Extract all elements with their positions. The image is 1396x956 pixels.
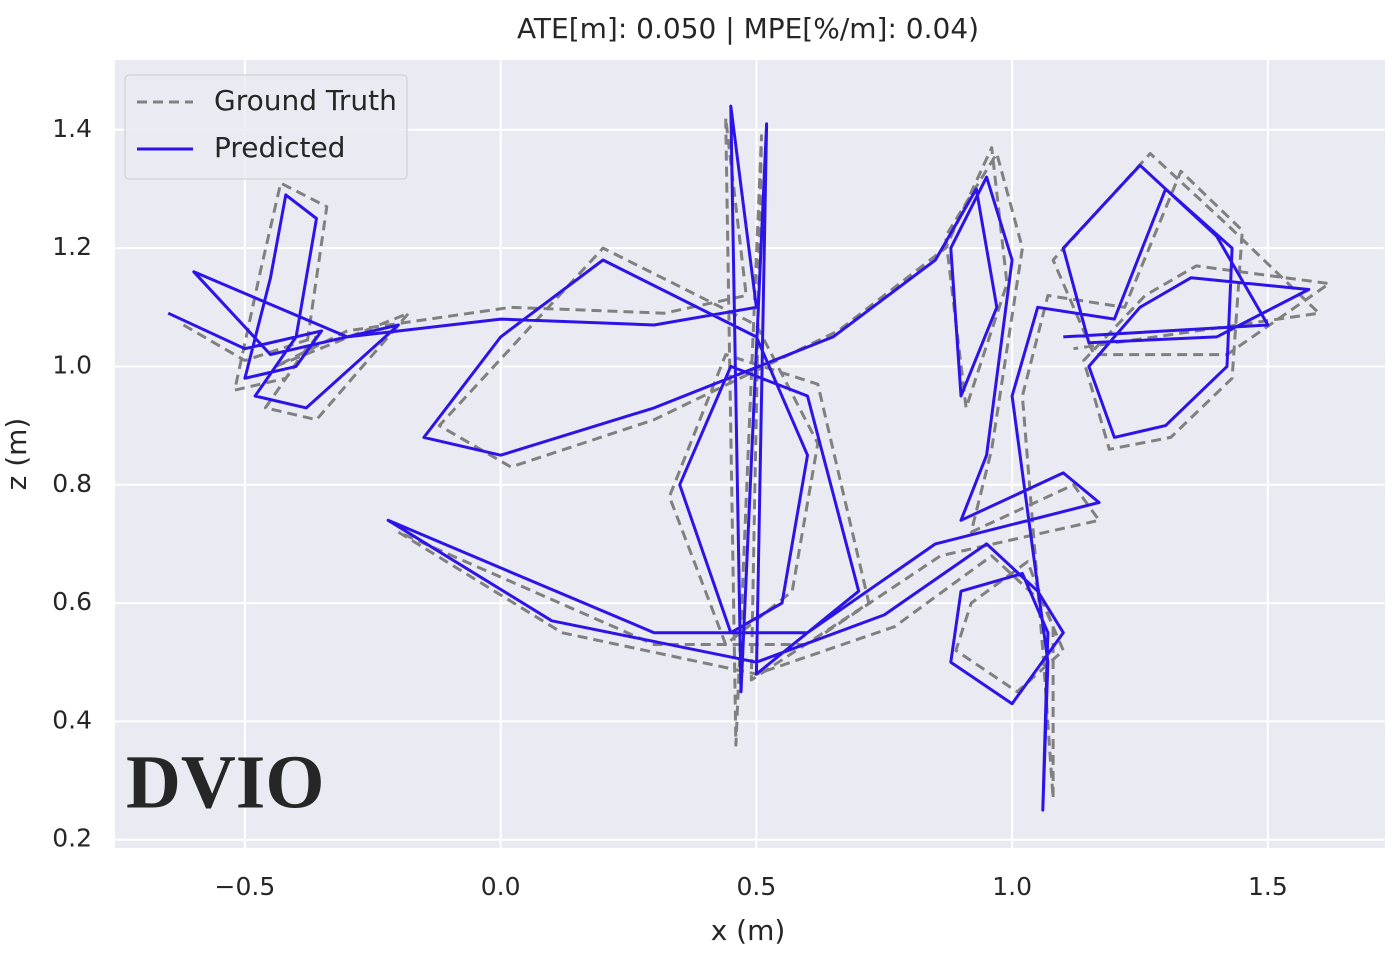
- x-tick-label: 1.5: [1248, 872, 1288, 901]
- y-tick-label: 0.8: [52, 469, 92, 498]
- x-tick-label: 0.5: [737, 872, 777, 901]
- y-tick-label: 1.2: [52, 232, 92, 261]
- y-tick-label: 0.2: [52, 824, 92, 853]
- y-tick-label: 1.0: [52, 350, 92, 379]
- y-axis-label: z (m): [0, 418, 33, 491]
- chart-title: ATE[m]: 0.050 | MPE[%/m]: 0.04): [517, 12, 979, 45]
- legend-label: Predicted: [214, 131, 345, 164]
- trajectory-line: [182, 116, 1331, 800]
- legend-box: [124, 74, 408, 180]
- annotation: DVIO: [126, 740, 324, 824]
- x-tick-label: 1.0: [992, 872, 1032, 901]
- y-tick-label: 0.4: [52, 705, 92, 734]
- y-tick-label: 1.4: [52, 114, 92, 143]
- x-tick-label: 0.0: [481, 872, 521, 901]
- y-tick-label: 0.6: [52, 587, 92, 616]
- x-tick-label: −0.5: [215, 872, 276, 901]
- x-axis-label: x (m): [711, 914, 786, 947]
- trajectory-line: [167, 104, 1311, 812]
- legend-label: Ground Truth: [214, 84, 397, 117]
